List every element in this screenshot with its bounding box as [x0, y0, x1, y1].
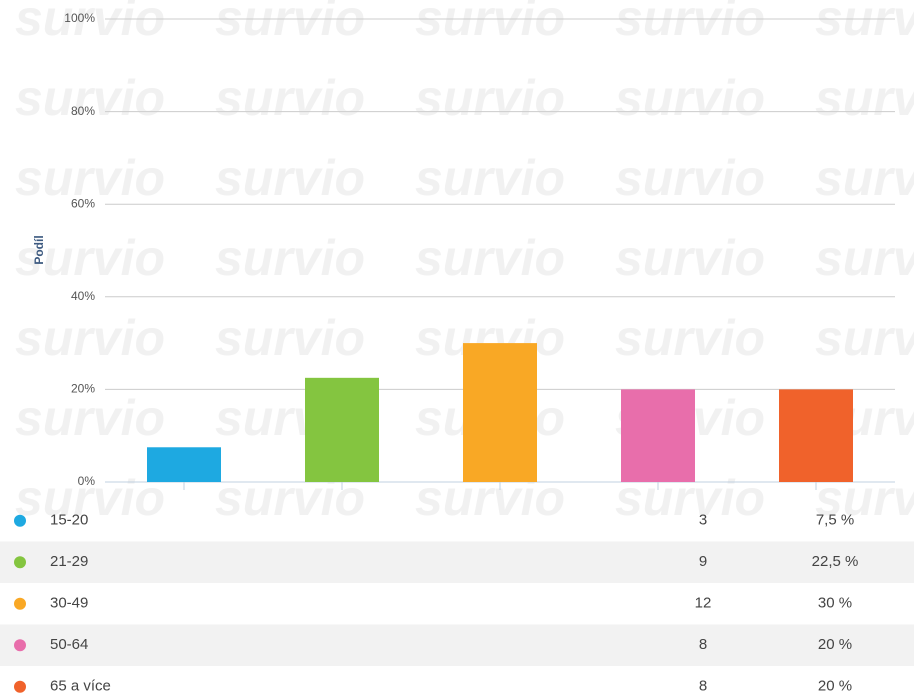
legend-dot [14, 639, 26, 652]
y-tick-label: 20% [71, 382, 95, 396]
watermark: survio [615, 70, 765, 126]
y-tick-label: 80% [71, 104, 95, 118]
watermark: survio [415, 230, 565, 286]
watermark: survio [815, 0, 914, 46]
watermark: survio [215, 150, 365, 206]
bar [621, 389, 695, 482]
watermark: survio [215, 310, 365, 366]
y-tick-label: 60% [71, 196, 95, 210]
row-label: 21-29 [50, 553, 88, 570]
row-count: 3 [699, 512, 707, 529]
row-label: 65 a více [50, 678, 111, 695]
row-count: 12 [695, 595, 712, 612]
watermark: survio [15, 230, 165, 286]
watermark: survio [15, 0, 165, 46]
y-tick-label: 40% [71, 289, 95, 303]
row-percent: 30 % [818, 595, 852, 612]
row-count: 8 [699, 636, 707, 653]
watermark: survio [15, 470, 165, 526]
bar [779, 389, 853, 482]
watermark: survio [215, 230, 365, 286]
legend-dot [14, 514, 26, 527]
bar [305, 377, 379, 482]
watermark: survio [815, 150, 914, 206]
watermark: survio [615, 230, 765, 286]
watermark: survio [815, 230, 914, 286]
watermark: survio [815, 70, 914, 126]
y-axis-label: Podíl [32, 235, 46, 264]
table-row-bg [0, 624, 914, 666]
row-label: 30-49 [50, 595, 88, 612]
watermark: survio [415, 0, 565, 46]
row-percent: 22,5 % [812, 553, 859, 570]
table-row-bg [0, 541, 914, 583]
bar [463, 343, 537, 482]
watermark: survio [15, 150, 165, 206]
watermark: survio [15, 70, 165, 126]
legend-dot [14, 597, 26, 610]
watermark: survio [815, 310, 914, 366]
row-count: 8 [699, 678, 707, 695]
row-label: 15-20 [50, 512, 88, 529]
row-percent: 7,5 % [816, 512, 854, 529]
legend-dot [14, 680, 26, 693]
watermark: survio [215, 0, 365, 46]
watermark: survio [15, 390, 165, 446]
legend-dot [14, 556, 26, 569]
watermark: survio [415, 150, 565, 206]
y-tick-label: 100% [64, 11, 95, 25]
bar [147, 447, 221, 482]
y-tick-label: 0% [78, 474, 96, 488]
watermark: survio [415, 70, 565, 126]
watermark: survio [615, 150, 765, 206]
row-count: 9 [699, 553, 707, 570]
watermark: survio [215, 70, 365, 126]
watermark: survio [615, 0, 765, 46]
watermark: survio [15, 310, 165, 366]
row-label: 50-64 [50, 636, 88, 653]
row-percent: 20 % [818, 678, 852, 695]
row-percent: 20 % [818, 636, 852, 653]
watermark-layer: survio survio survio survio survio survio surv… [15, 0, 914, 526]
watermark: survio [615, 310, 765, 366]
